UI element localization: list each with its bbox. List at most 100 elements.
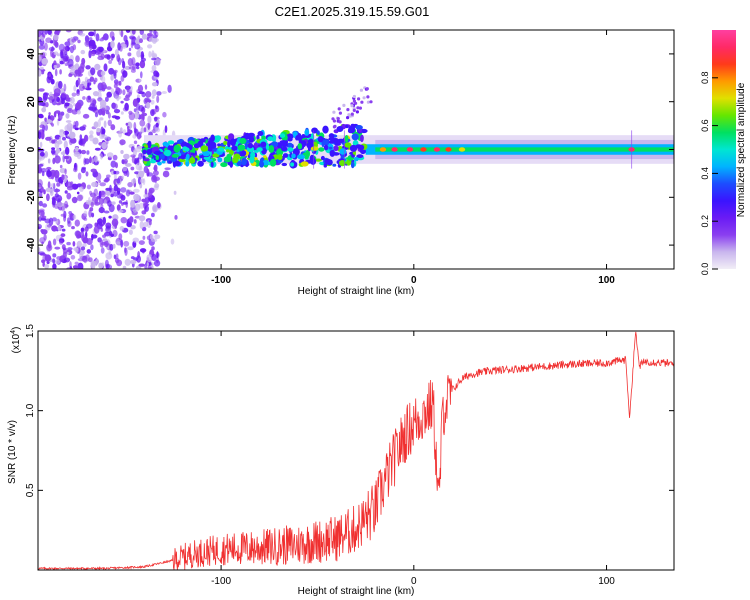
noise-cell [152,204,158,213]
noise-cell [73,247,79,252]
noise-cell [122,166,128,172]
streak-cell [350,112,354,116]
noise-cell [113,191,118,197]
noise-cell [154,127,161,133]
signal-cell [344,135,349,143]
noise-cell [100,247,105,254]
noise-cell [47,119,53,124]
noise-cell [73,151,81,157]
noise-cell [86,184,91,190]
signal-cell [180,154,185,160]
noise-cell [142,235,146,240]
signal-cell [320,155,325,161]
noise-cell [51,225,58,232]
signal-cell [268,145,275,153]
hot-spot [379,147,387,152]
noise-cell [51,139,55,144]
noise-cell [52,258,56,264]
noise-cell [115,162,118,169]
noise-cell [127,182,133,188]
noise-cell [83,210,88,217]
signal-cell [220,162,228,168]
noise-cell [50,149,56,155]
signal-cell [336,160,340,164]
noise-cell [151,253,157,261]
noise-cell [61,206,66,213]
noise-cell [68,73,73,77]
signal-cell [226,153,232,159]
hot-spot [406,147,414,152]
noise-cell [120,194,126,201]
snr-x-tick-label: 0 [411,576,417,587]
noise-cell [55,30,61,34]
noise-cell [45,37,52,43]
noise-cell [123,240,130,247]
noise-cell [71,92,77,97]
noise-cell [47,30,52,35]
noise-cell [65,120,72,123]
signal-cell [259,161,265,168]
noise-cell [60,213,66,217]
noise-cell [56,256,62,260]
noise-cell [53,111,57,118]
noise-cell [112,243,116,249]
noise-cell [110,193,114,198]
signal-cell [272,136,276,144]
noise-cell [103,120,107,128]
noise-cell [98,197,104,205]
signal-cell [351,154,355,158]
noise-cell [42,92,49,101]
noise-cell [141,54,145,58]
noise-cell [151,57,157,61]
noise-cell [38,113,43,117]
streak-cell [366,95,370,99]
signal-cell [344,142,352,148]
noise-cell [64,200,69,209]
noise-cell [93,121,99,128]
noise-cell [103,179,109,183]
noise-cell [54,68,58,77]
streak-cell [352,99,356,103]
signal-cell [240,150,247,157]
noise-cell [85,231,88,239]
noise-cell [64,168,67,175]
noise-cell [119,226,125,231]
noise-cell [133,188,140,193]
hot-spot [458,147,466,152]
signal-cell [328,140,336,144]
noise-cell [71,196,78,204]
noise-cell [53,34,59,41]
colorbar-tick-label: 0.0 [700,263,710,276]
noise-cell [75,55,80,63]
noise-cell [116,259,123,267]
snr-y-tick-label: 1.5 [25,324,36,338]
signal-cell [322,125,329,134]
noise-cell [133,140,138,145]
noise-cell [86,78,92,87]
noise-cell [43,189,46,195]
hot-spot [287,147,294,152]
noise-cell [49,91,53,96]
noise-cell [151,246,155,251]
noise-cell [135,162,142,171]
heatmap-x-tick-label: -100 [211,275,231,286]
signal-cell [281,162,288,167]
streak-cell [365,87,369,91]
noise-cell [66,122,73,132]
noise-cell [123,153,130,160]
noise-cell [110,160,117,168]
noise-cell [69,131,76,139]
signal-cell [215,135,222,141]
signal-cell [241,157,247,166]
noise-cell [116,241,121,245]
noise-cell [88,50,92,59]
noise-cell [89,130,94,136]
noise-cell [130,199,136,208]
noise-cell [136,36,140,43]
noise-cell [151,212,155,218]
signal-cell [281,146,288,152]
noise-cell [131,155,136,164]
signal-cell [236,161,242,167]
noise-cell [65,146,70,155]
noise-cell [140,127,145,134]
